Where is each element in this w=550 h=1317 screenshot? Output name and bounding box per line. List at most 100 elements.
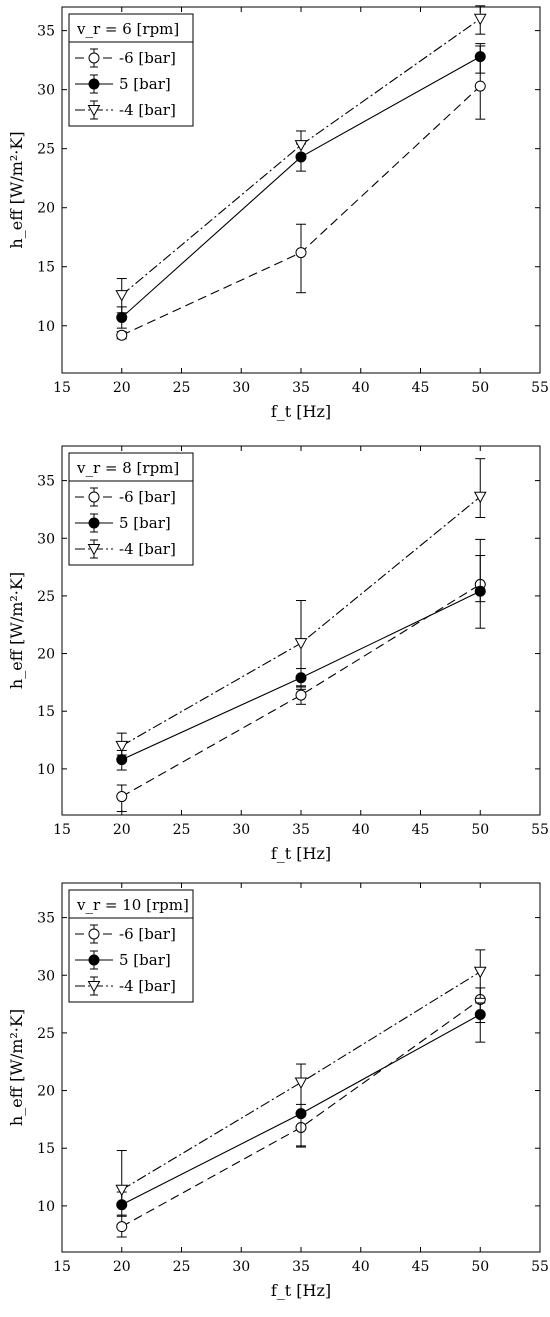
data-point xyxy=(295,247,307,259)
x-tick-label: 50 xyxy=(471,380,489,396)
condition-box xyxy=(68,889,194,919)
x-tick-label: 40 xyxy=(352,1259,370,1275)
legend-label: -6 [bar] xyxy=(119,488,176,506)
y-tick-label: 20 xyxy=(37,647,55,663)
legend-marker xyxy=(87,544,101,556)
y-tick-label: 35 xyxy=(37,911,55,927)
x-tick-label: 50 xyxy=(471,822,489,838)
data-point xyxy=(116,329,128,341)
data-point xyxy=(473,491,487,504)
condition-label: v_r = 10 [rpm] xyxy=(76,896,189,914)
y-tick-label: 35 xyxy=(37,474,55,490)
legend-marker xyxy=(87,981,101,993)
x-tick-label: 40 xyxy=(352,822,370,838)
series-3 xyxy=(115,458,487,756)
x-tick-label: 55 xyxy=(531,822,549,838)
legend-marker xyxy=(88,517,100,529)
x-tick-label: 30 xyxy=(232,380,250,396)
legend-marker xyxy=(88,52,100,64)
data-point xyxy=(116,791,128,803)
legend-label: 5 [bar] xyxy=(119,951,171,969)
data-point xyxy=(115,740,129,753)
legend-label: -4 [bar] xyxy=(119,977,176,995)
legend-label: -4 [bar] xyxy=(119,101,176,119)
x-tick-label: 55 xyxy=(531,1259,549,1275)
x-tick-label: 30 xyxy=(232,822,250,838)
y-axis-label: h_eff [W/m²·K] xyxy=(7,1009,26,1126)
condition-label: v_r = 6 [rpm] xyxy=(76,20,179,38)
x-tick-label: 45 xyxy=(412,1259,430,1275)
data-point xyxy=(474,51,486,63)
y-tick-label: 10 xyxy=(37,762,55,778)
x-tick-label: 25 xyxy=(173,1259,191,1275)
data-point xyxy=(294,1077,308,1090)
x-tick-label: 40 xyxy=(352,380,370,396)
data-point xyxy=(474,1008,486,1020)
y-axis-label: h_eff [W/m²·K] xyxy=(7,572,26,689)
y-tick-label: 20 xyxy=(37,1084,55,1100)
x-tick-label: 35 xyxy=(292,380,310,396)
data-point xyxy=(294,140,308,152)
x-tick-label: 15 xyxy=(53,380,71,396)
y-tick-label: 15 xyxy=(37,260,55,276)
data-point xyxy=(115,290,129,302)
data-point xyxy=(473,966,487,979)
legend-marker xyxy=(88,491,100,503)
x-axis-label: f_t [Hz] xyxy=(271,844,331,863)
y-tick-label: 15 xyxy=(37,704,55,720)
y-tick-label: 25 xyxy=(37,1026,55,1042)
x-tick-label: 55 xyxy=(531,380,549,396)
x-tick-label: 25 xyxy=(173,822,191,838)
legend-label: -4 [bar] xyxy=(119,540,176,558)
data-point xyxy=(116,1221,128,1233)
x-tick-label: 35 xyxy=(292,1259,310,1275)
x-tick-label: 35 xyxy=(292,822,310,838)
legend-marker xyxy=(88,78,100,90)
x-tick-label: 20 xyxy=(113,380,131,396)
x-tick-label: 45 xyxy=(412,822,430,838)
legend-marker xyxy=(87,105,101,117)
y-tick-label: 10 xyxy=(37,1199,55,1215)
data-point xyxy=(474,80,486,92)
chart-panel-1: 15 20 25 30 35 40 45 50 55 10 15 20 25 30 35 f_t [Hz] h_… xyxy=(7,5,549,421)
series-3 xyxy=(115,949,487,1205)
data-point xyxy=(474,585,486,597)
condition-box xyxy=(68,13,194,43)
y-tick-label: 30 xyxy=(37,531,55,547)
legend-marker xyxy=(88,928,100,940)
series-line xyxy=(121,971,481,1191)
y-axis-label: h_eff [W/m²·K] xyxy=(7,131,26,248)
x-tick-label: 20 xyxy=(113,1259,131,1275)
x-tick-label: 30 xyxy=(232,1259,250,1275)
series-3 xyxy=(115,5,487,314)
condition-label: v_r = 8 [rpm] xyxy=(76,459,179,477)
y-tick-label: 30 xyxy=(37,83,55,99)
x-tick-label: 25 xyxy=(173,380,191,396)
legend-label: -6 [bar] xyxy=(119,49,176,67)
y-tick-label: 10 xyxy=(37,319,55,335)
data-point xyxy=(295,689,307,701)
x-tick-label: 20 xyxy=(113,822,131,838)
x-tick-label: 50 xyxy=(471,1259,489,1275)
chart-panel-2: 15 20 25 30 35 40 45 50 55 10 15 20 25 30 35 f_t [Hz] h_… xyxy=(7,445,549,863)
x-tick-label: 15 xyxy=(53,1259,71,1275)
x-tick-label: 45 xyxy=(412,380,430,396)
legend-label: 5 [bar] xyxy=(119,75,171,93)
y-tick-label: 25 xyxy=(37,589,55,605)
y-tick-label: 15 xyxy=(37,1141,55,1157)
legend-label: 5 [bar] xyxy=(119,514,171,532)
series-2 xyxy=(116,1002,486,1217)
x-axis-label: f_t [Hz] xyxy=(271,1281,331,1300)
x-tick-label: 15 xyxy=(53,822,71,838)
y-tick-label: 25 xyxy=(37,142,55,158)
data-point xyxy=(473,13,487,26)
data-point xyxy=(294,638,308,650)
series-line xyxy=(121,18,481,296)
data-point xyxy=(116,754,128,766)
y-tick-label: 30 xyxy=(37,968,55,984)
chart-panel-3: 15 20 25 30 35 40 45 50 55 10 15 20 25 30 35 f_t [Hz] h_… xyxy=(7,882,549,1300)
data-point xyxy=(116,312,128,324)
y-tick-label: 20 xyxy=(37,201,55,217)
y-tick-label: 35 xyxy=(37,24,55,40)
